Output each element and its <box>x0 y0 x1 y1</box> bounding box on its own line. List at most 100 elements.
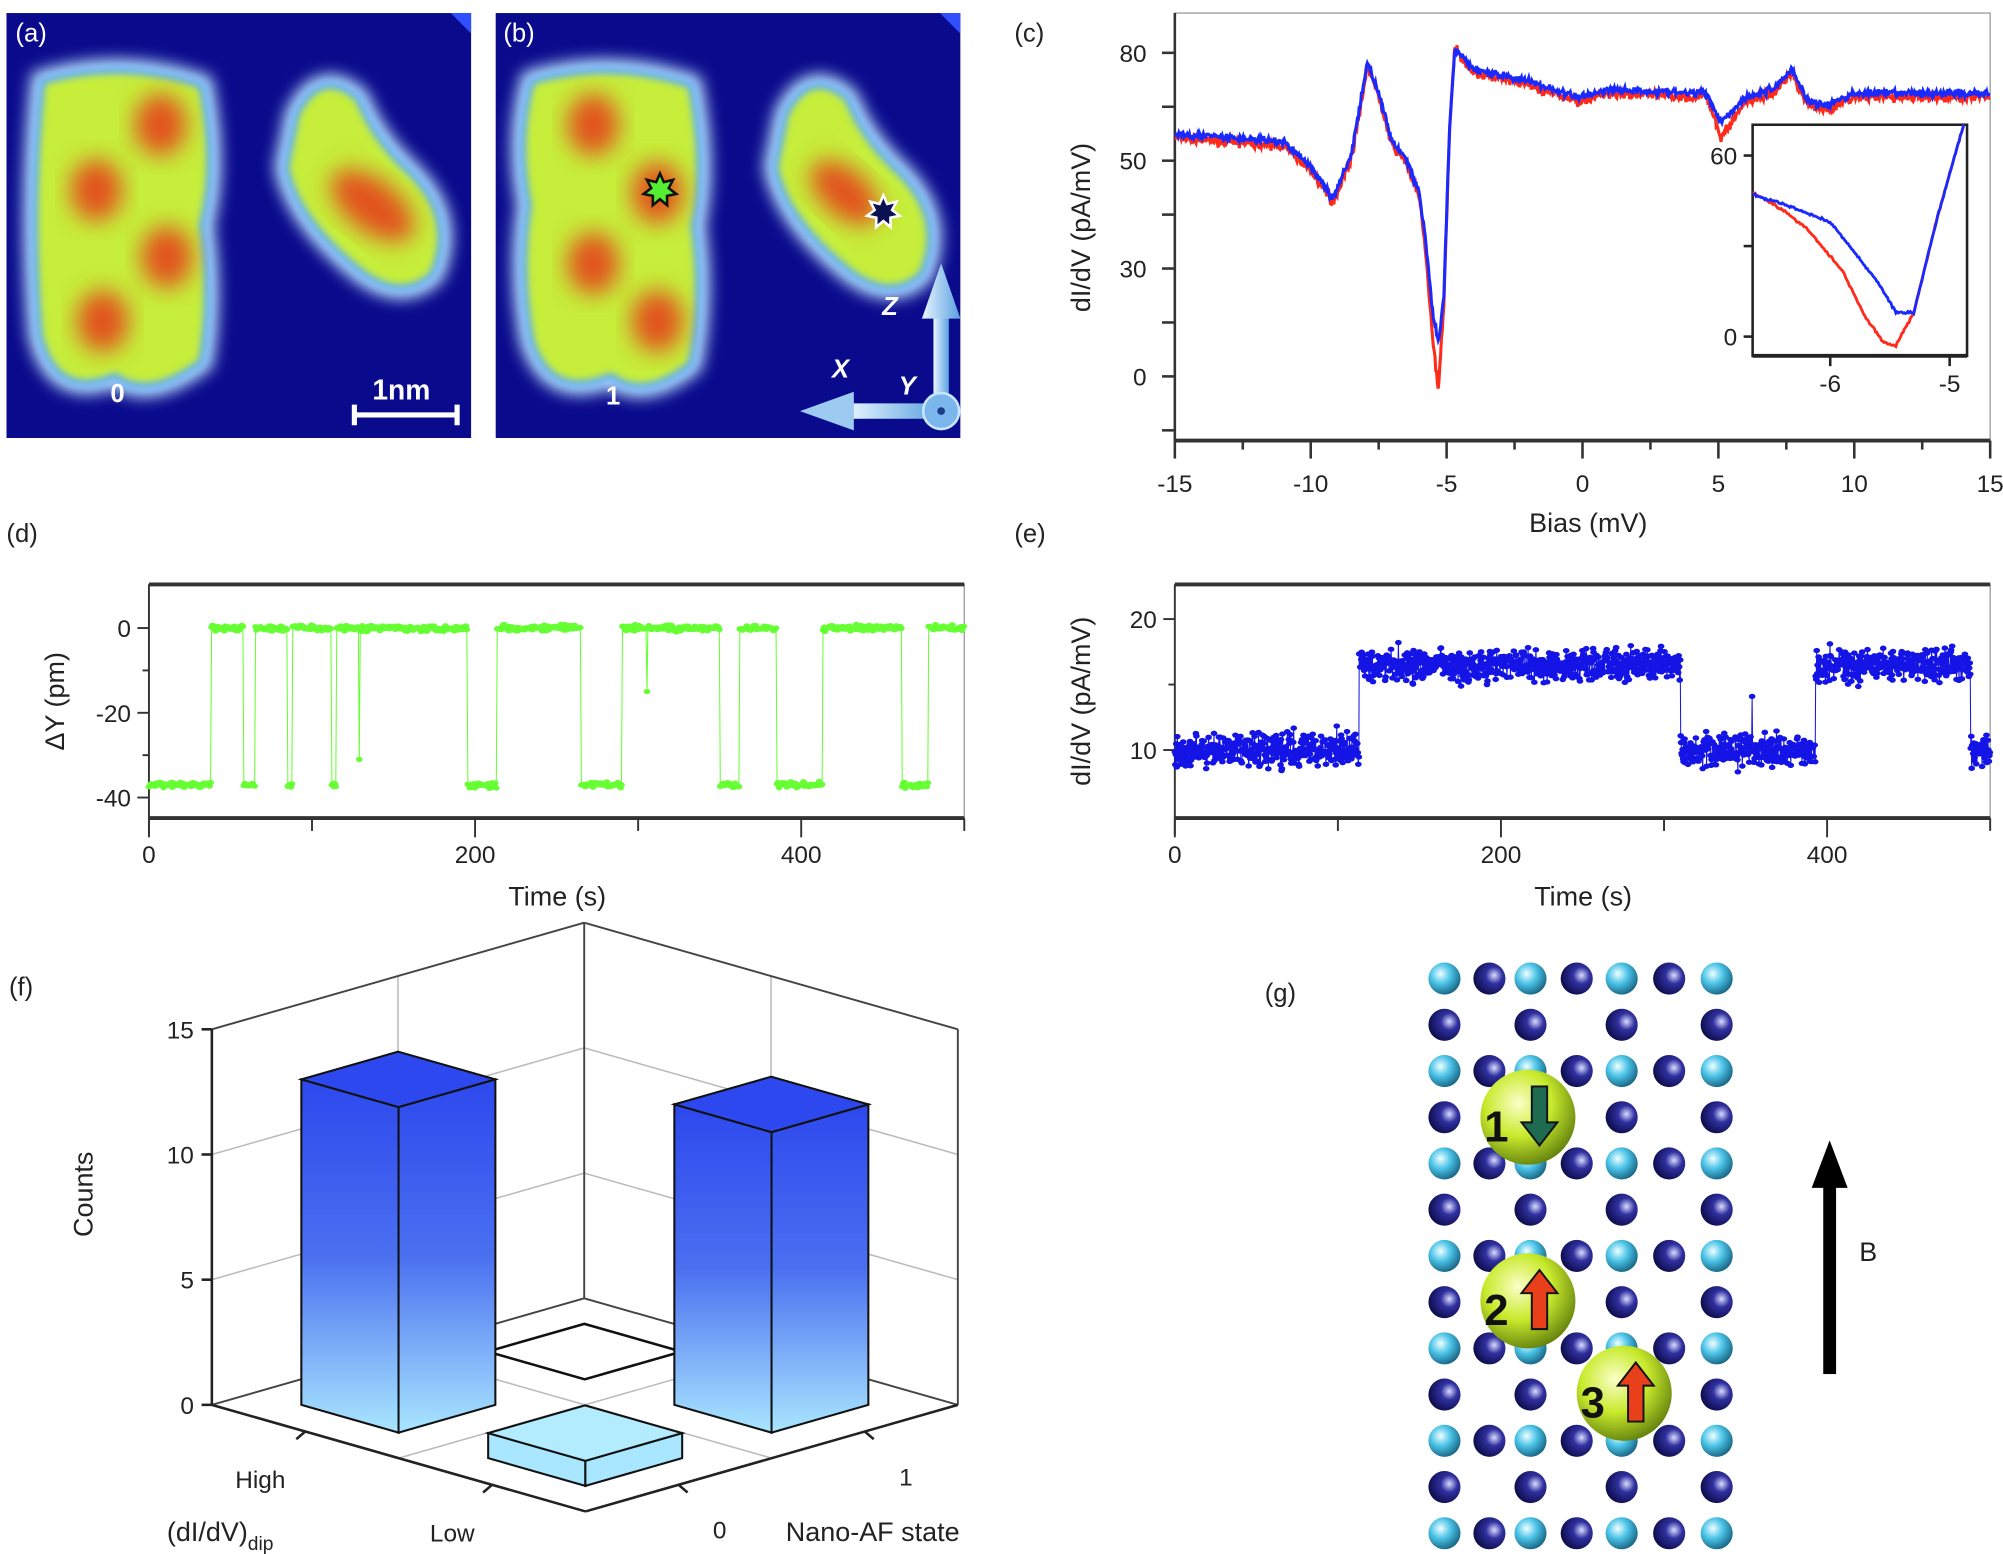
data-point <box>1553 656 1561 662</box>
data-point <box>1972 761 1980 767</box>
data-point <box>1811 742 1818 748</box>
atom-label: 2 <box>1484 1286 1508 1335</box>
data-point <box>1787 762 1795 768</box>
data-point <box>1382 674 1390 680</box>
state-axis-title: Nano-AF state <box>786 1517 960 1547</box>
data-point <box>1466 650 1474 656</box>
x-tick-label: 0 <box>142 842 156 869</box>
data-point <box>355 756 363 763</box>
corner-marker <box>450 13 472 34</box>
panel-label-e: (e) <box>1014 520 1045 548</box>
substrate-atom-light <box>1700 1332 1733 1365</box>
z-arrow-head-icon <box>921 263 961 319</box>
data-point <box>1408 669 1416 675</box>
data-point <box>1712 762 1720 768</box>
data-point <box>1398 673 1406 680</box>
data-point <box>1179 739 1187 745</box>
spin-up-arrow-icon <box>1615 1360 1656 1423</box>
data-point <box>1646 675 1654 681</box>
data-point <box>1858 649 1866 655</box>
bar-low-0 <box>484 1404 686 1488</box>
substrate-atom-dark <box>1428 1193 1461 1226</box>
y-tick-label: 80 <box>1119 41 1146 68</box>
data-point <box>1941 645 1949 651</box>
substrate-atom-light <box>1700 1517 1733 1550</box>
substrate-atom-dark <box>1514 1378 1547 1411</box>
data-point <box>1800 737 1808 743</box>
data-point <box>1455 650 1463 656</box>
axis-z-label: Z <box>881 293 899 321</box>
data-point <box>1603 654 1611 661</box>
chart-c: -15 -10 -5 0 5 10 15 80 50 30 0 Bias (mV) dI/dV (pA/… <box>1066 12 2003 538</box>
data-point <box>1983 732 1990 738</box>
data-point <box>288 781 296 787</box>
data-point <box>1562 647 1570 654</box>
data-point <box>1437 645 1445 651</box>
data-point <box>1780 736 1788 742</box>
lobe-spot <box>70 159 122 222</box>
substrate-atom-dark <box>1514 1008 1547 1041</box>
scale-bar <box>351 404 460 426</box>
data-point <box>1262 754 1270 761</box>
bar-top <box>484 1404 686 1462</box>
data-point <box>1245 763 1253 769</box>
substrate-atom-dark <box>1560 1332 1593 1365</box>
data-point <box>1644 647 1651 653</box>
data-point <box>1338 735 1345 742</box>
data-point <box>618 782 625 788</box>
data-point <box>492 785 500 791</box>
substrate-atom-dark <box>1653 1517 1686 1550</box>
data-point <box>1675 652 1683 659</box>
z-tick-label: 5 <box>180 1268 194 1295</box>
substrate-atom-dark <box>1428 1378 1461 1411</box>
substrate-atom-light <box>1700 962 1733 995</box>
data-point <box>1676 657 1684 663</box>
x-tick-label: 5 <box>1712 471 1726 498</box>
inset-series-line-blue <box>1752 124 1966 317</box>
state-label-a: 0 <box>110 380 124 408</box>
y-tick-label: 0 <box>117 616 131 643</box>
bar-face-right <box>397 1078 497 1434</box>
substrate-atom-dark <box>1653 1147 1686 1180</box>
substrate-atom-light <box>1428 1054 1461 1088</box>
state-category-label: 1 <box>899 1464 913 1491</box>
chart-e: 0 200 400 20 10 Time (s) dI/dV (pA/mV) <box>1066 582 1994 911</box>
data-point <box>1900 677 1908 683</box>
data-point <box>1341 739 1348 746</box>
data-point <box>1173 733 1181 740</box>
atom-sphere <box>1576 1345 1672 1441</box>
data-point <box>1958 676 1966 682</box>
substrate-atom-dark <box>1653 1332 1686 1365</box>
x-tick-label: -5 <box>1436 471 1458 498</box>
data-point <box>1385 668 1393 674</box>
x-tick-label: -15 <box>1157 471 1192 498</box>
data-point <box>1492 676 1500 683</box>
panel-label-d: (d) <box>6 520 37 548</box>
data-point <box>1742 744 1750 750</box>
substrate-atom-light <box>1700 1147 1733 1180</box>
data-point <box>1873 674 1880 680</box>
data-point <box>1986 749 1994 756</box>
data-point <box>1260 740 1267 746</box>
data-point <box>1841 676 1848 683</box>
data-point <box>1810 753 1818 760</box>
substrate-atom-dark <box>1560 1147 1593 1180</box>
atom-sphere <box>1480 1253 1576 1349</box>
data-point <box>1864 646 1871 653</box>
data-point <box>1406 651 1414 658</box>
lobe-spot <box>134 93 187 156</box>
substrate-atom-dark <box>1473 1147 1506 1180</box>
data-point <box>1272 732 1280 739</box>
data-point <box>1528 675 1535 681</box>
data-point <box>1931 677 1938 683</box>
substrate-atom-light <box>1605 1239 1638 1272</box>
axis-y-label: Y <box>899 372 919 400</box>
substrate-atom-dark <box>1514 1193 1547 1226</box>
substrate-atom-dark <box>1560 1424 1593 1457</box>
data-point <box>1745 759 1753 765</box>
state-axis <box>585 1403 959 1513</box>
y-axis-title: ΔY (pm) <box>40 652 70 750</box>
data-point <box>1279 731 1286 737</box>
data-point <box>1512 652 1520 658</box>
